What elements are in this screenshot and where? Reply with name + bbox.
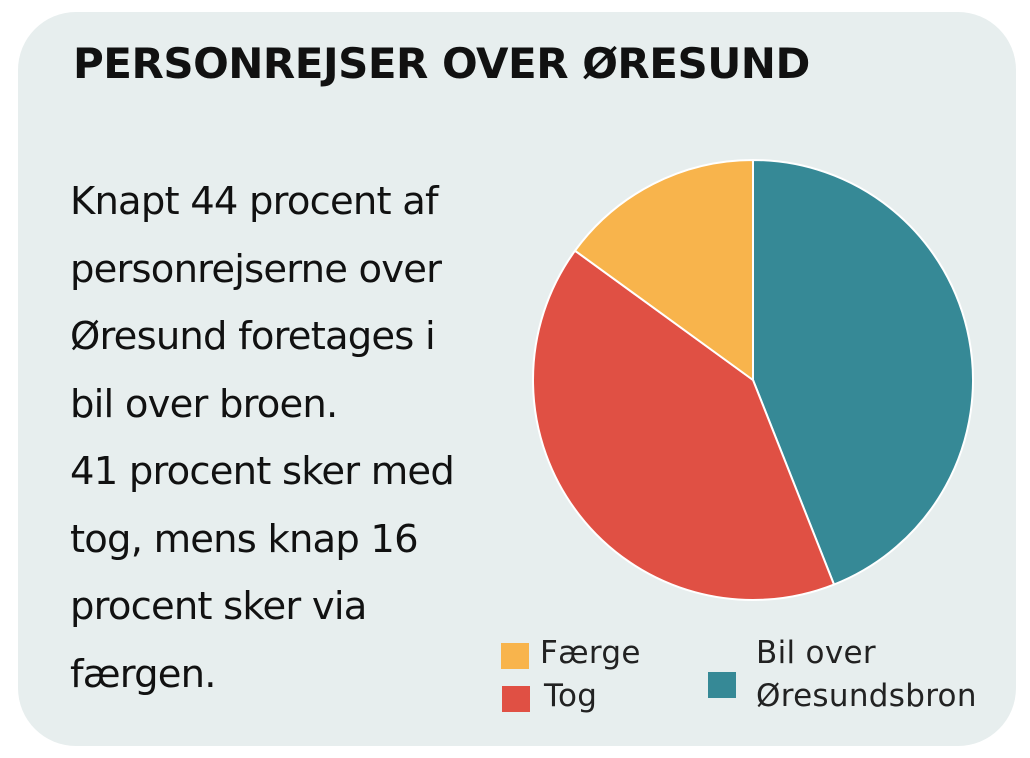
- legend-swatch-tog: [502, 686, 530, 712]
- description-line: bil over broen.: [70, 381, 338, 427]
- legend-swatch-faerge: [501, 643, 529, 669]
- pie-chart: [532, 159, 974, 601]
- legend-label-bil-line2: Øresundsbron: [756, 678, 977, 714]
- chart-title: PERSONREJSER OVER ØRESUND: [73, 39, 810, 88]
- description-line: tog, mens knap 16: [70, 516, 419, 562]
- description-line: færgen.: [70, 651, 216, 697]
- legend-label-tog: Tog: [544, 678, 598, 714]
- description-line: procent sker via: [70, 584, 367, 629]
- description-line: Knapt 44 procent af: [70, 179, 439, 224]
- description-line: Øresund foretages i: [70, 314, 436, 359]
- pie-slice-tog: [532, 249, 835, 601]
- legend-swatch-bil: [708, 672, 736, 698]
- description-line: personrejserne over: [70, 246, 442, 292]
- description-text: Knapt 44 procent af personrejserne over …: [70, 168, 510, 708]
- pie-slice-bil-over-øresundsbron: [752, 159, 974, 586]
- legend-label-bil-line1: Bil over: [756, 635, 876, 671]
- legend-label-faerge: Færge: [540, 635, 641, 671]
- pie-slice-færge: [574, 159, 754, 381]
- description-line: 41 procent sker med: [70, 449, 455, 494]
